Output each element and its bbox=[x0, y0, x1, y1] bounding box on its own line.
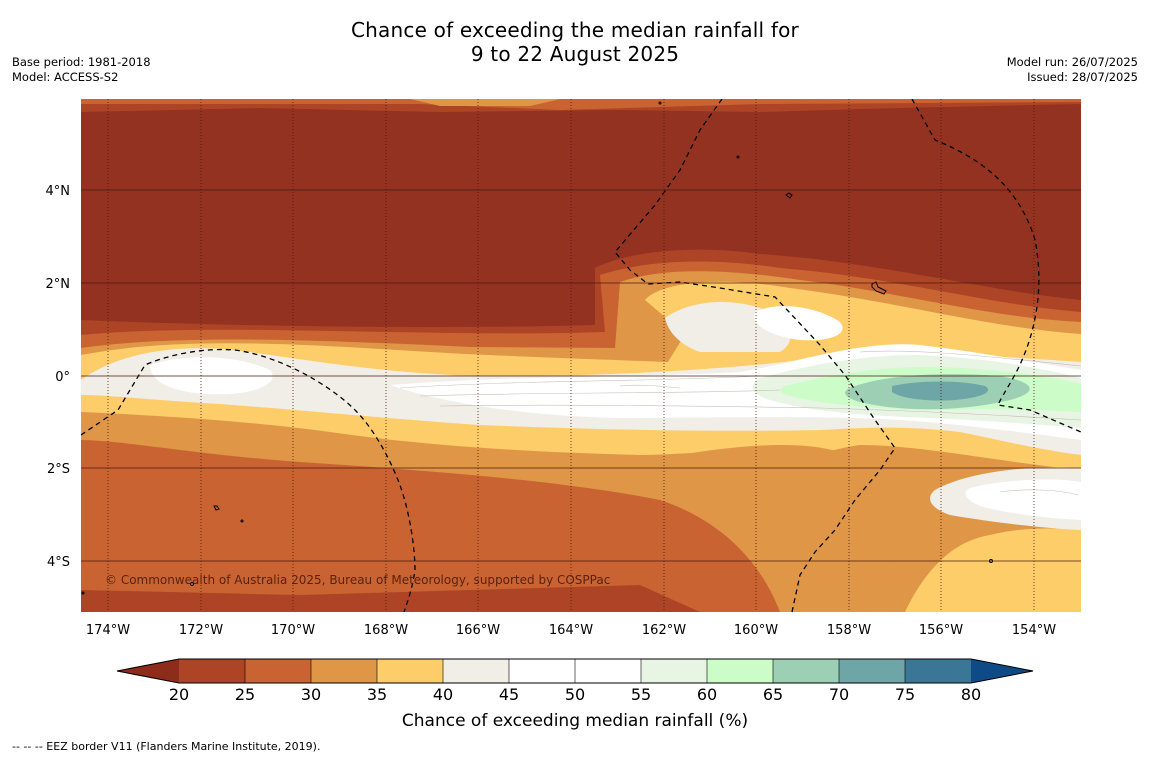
colorbar-over-arrow bbox=[971, 659, 1033, 683]
patch-30-35-south bbox=[680, 444, 855, 533]
colorbar-segment bbox=[641, 659, 707, 683]
rainfall-probability-field: © Commonwealth of Australia 2025, Bureau… bbox=[81, 99, 1081, 612]
copyright-credit: © Commonwealth of Australia 2025, Bureau… bbox=[105, 573, 610, 587]
colorbar-segment bbox=[443, 659, 509, 683]
colorbar-segment bbox=[905, 659, 971, 683]
lat-tick-label: 4°S bbox=[47, 555, 70, 570]
lon-tick-label: 164°W bbox=[549, 623, 593, 638]
colorbar-tick-labels: 20 25 30 35 40 45 50 55 60 65 70 75 80 bbox=[169, 685, 981, 704]
colorbar-dividers bbox=[244, 659, 906, 683]
map-title: Chance of exceeding the median rainfall … bbox=[0, 18, 1150, 66]
eez-border-line bbox=[911, 99, 1081, 433]
lon-tick-labels: 174°W 172°W 170°W 168°W 166°W 164°W 162°… bbox=[86, 623, 1056, 638]
band-25-30-north bbox=[81, 99, 1081, 110]
colorbar-segment bbox=[575, 659, 641, 683]
meta-right: Model run: 26/07/2025 Issued: 28/07/2025 bbox=[1007, 55, 1138, 85]
colorbar-segment bbox=[707, 659, 773, 683]
colorbar-tick-label: 50 bbox=[565, 685, 585, 704]
contour-line bbox=[399, 375, 761, 389]
colorbar-tick-label: 45 bbox=[499, 685, 519, 704]
colorbar-tick-label: 25 bbox=[235, 685, 255, 704]
meta-left: Base period: 1981-2018 Model: ACCESS-S2 bbox=[12, 55, 151, 85]
lon-tick-label: 170°W bbox=[271, 623, 315, 638]
eez-borders bbox=[81, 99, 1081, 612]
colorbar-tick-label: 30 bbox=[301, 685, 321, 704]
contour-line bbox=[419, 389, 781, 397]
eez-footnote: -- -- -- EEZ border V11 (Flanders Marine… bbox=[12, 740, 321, 753]
colorbar-tick-label: 75 bbox=[895, 685, 915, 704]
island bbox=[81, 591, 85, 595]
colorbar-segment bbox=[773, 659, 839, 683]
colorbar: 20 25 30 35 40 45 50 55 60 65 70 75 80 C… bbox=[116, 658, 1034, 731]
colorbar-tick-label: 55 bbox=[631, 685, 651, 704]
lat-tick-label: 4°N bbox=[46, 184, 71, 199]
lon-tick-label: 160°W bbox=[734, 623, 778, 638]
colorbar-segment bbox=[311, 659, 377, 683]
contour-line bbox=[619, 384, 681, 389]
lat-tick-label: 2°S bbox=[47, 462, 70, 477]
colorbar-segment bbox=[179, 659, 245, 683]
base-period: Base period: 1981-2018 bbox=[12, 55, 151, 69]
patch-45-55-north bbox=[754, 306, 843, 341]
island bbox=[658, 101, 662, 105]
eez-border-line bbox=[81, 348, 416, 612]
lon-tick-label: 162°W bbox=[642, 623, 686, 638]
lon-tick-label: 166°W bbox=[456, 623, 500, 638]
island bbox=[213, 505, 220, 511]
lon-tick-label: 156°W bbox=[919, 623, 963, 638]
issued-date: Issued: 28/07/2025 bbox=[1027, 70, 1138, 84]
colorbar-segment bbox=[509, 659, 575, 683]
lat-tick-labels: 4°N 2°N 0° 2°S 4°S bbox=[46, 184, 71, 570]
contour-line bbox=[999, 489, 1079, 496]
patch-30-35-south-east bbox=[780, 520, 905, 612]
band-70-75 bbox=[892, 381, 989, 401]
lat-tick-label: 2°N bbox=[46, 277, 71, 292]
colorbar-tick-label: 70 bbox=[829, 685, 849, 704]
contour-line bbox=[859, 350, 1081, 367]
colorbar-title: Chance of exceeding median rainfall (%) bbox=[402, 711, 748, 731]
contour-lines bbox=[399, 350, 1081, 496]
colorbar-tick-label: 35 bbox=[367, 685, 387, 704]
colorbar-tick-label: 65 bbox=[763, 685, 783, 704]
colorbar-outline bbox=[116, 658, 1034, 684]
colorbar-under-arrow bbox=[117, 659, 179, 683]
model-run: Model run: 26/07/2025 bbox=[1006, 55, 1138, 69]
island bbox=[190, 582, 194, 586]
title-line-2: 9 to 22 August 2025 bbox=[470, 42, 680, 66]
colorbar-segment bbox=[245, 659, 311, 683]
eez-border-line bbox=[614, 99, 896, 612]
colorbar-tick-label: 80 bbox=[961, 685, 981, 704]
colorbar-segment bbox=[839, 659, 905, 683]
band-30-35-north bbox=[410, 99, 560, 106]
colorbar-tick-label: 20 bbox=[169, 685, 189, 704]
colorbar-segment bbox=[377, 659, 443, 683]
title-line-1: Chance of exceeding the median rainfall … bbox=[351, 18, 799, 42]
lon-tick-label: 158°W bbox=[827, 623, 871, 638]
lon-tick-label: 172°W bbox=[179, 623, 223, 638]
island bbox=[240, 519, 244, 523]
lon-tick-label: 168°W bbox=[364, 623, 408, 638]
model-name: Model: ACCESS-S2 bbox=[12, 70, 119, 84]
contour-line bbox=[439, 404, 1081, 421]
colorbar-tick-label: 60 bbox=[697, 685, 717, 704]
lat-tick-label: 0° bbox=[55, 370, 70, 385]
island bbox=[785, 192, 793, 199]
lon-tick-label: 154°W bbox=[1012, 623, 1056, 638]
graticule bbox=[81, 189, 1081, 562]
lon-tick-label: 174°W bbox=[86, 623, 130, 638]
colorbar-tick-label: 40 bbox=[433, 685, 453, 704]
patch-45-55-southeast bbox=[965, 479, 1081, 520]
island bbox=[736, 155, 740, 159]
